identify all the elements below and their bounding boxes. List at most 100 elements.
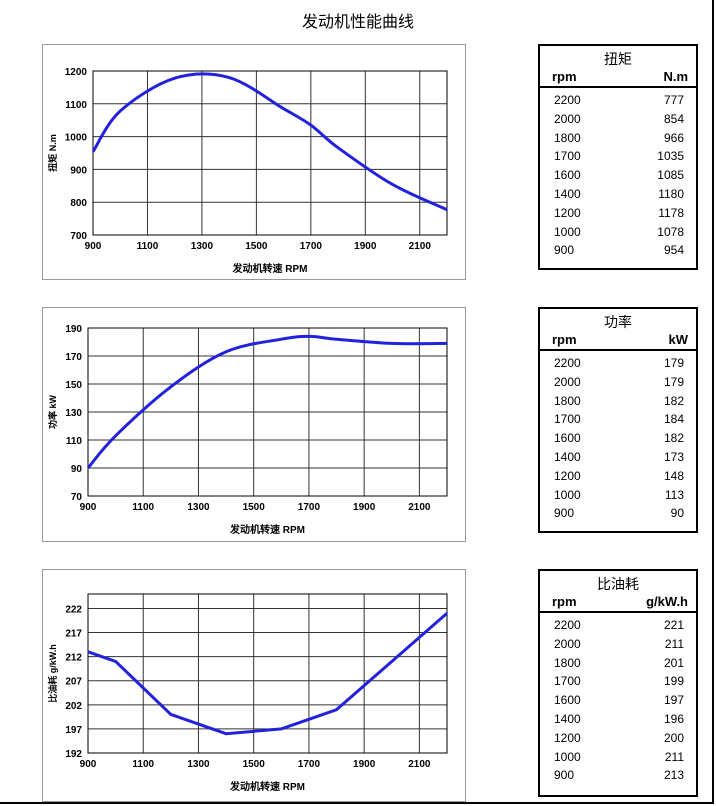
rpm-cell: 2200 (554, 93, 581, 107)
x-tick-label: 1900 (354, 241, 377, 252)
value-cell: 113 (664, 487, 684, 502)
value-cell: 179 (663, 374, 684, 389)
table-title: 功率 (604, 314, 632, 330)
value-cell: 854 (663, 111, 684, 126)
power-table: 功率 rpm kW 2200 179 2000 179 1800 182 1700 184 1600… (538, 307, 698, 533)
value-cell: 221 (663, 618, 684, 632)
table-row: 1200 1178 (540, 204, 696, 223)
torque-table: 扭矩 rpm N.m 2200 777 2000 854 1800 966 1700 1035 16… (538, 44, 698, 270)
x-tick-label: 1900 (353, 502, 376, 513)
chart-svg: 900 1100 1300 1500 1700 1900 2100 70 90 110 130 150… (47, 324, 448, 536)
rpm-cell: 1400 (554, 711, 581, 726)
y-axis-label: 比油耗 g/kW.h (47, 644, 58, 703)
power-chart: 900 1100 1300 1500 1700 1900 2100 70 90 110 130 150… (42, 307, 466, 542)
value-cell: 200 (663, 730, 684, 745)
col-unit: g/kW.h (646, 594, 688, 609)
table-row: 1700 199 (540, 672, 696, 691)
y-tick-label: 190 (65, 324, 82, 335)
x-tick-label: 1500 (243, 502, 266, 513)
series-line (91, 72, 448, 212)
rpm-cell: 1000 (554, 749, 581, 764)
x-tick-label: 1300 (187, 759, 210, 770)
rpm-cell: 1600 (554, 431, 581, 446)
rpm-cell: 1000 (554, 224, 581, 239)
col-rpm: rpm (552, 69, 577, 84)
rpm-cell: 900 (554, 768, 575, 783)
y-axis-label: 功率 kW (47, 395, 58, 430)
value-cell: 966 (663, 130, 684, 145)
table-row: 2200 221 (540, 616, 696, 635)
value-cell: 1178 (658, 205, 684, 220)
y-tick-label: 700 (70, 231, 87, 242)
x-tick-label: 1500 (245, 241, 268, 252)
col-rpm: rpm (552, 332, 577, 347)
x-tick-label: 1100 (132, 502, 154, 513)
value-cell: 173 (663, 449, 684, 464)
torque-chart: 900 1100 1300 1500 1700 1900 2100 700 800 900 1000… (42, 44, 466, 280)
rpm-cell: 1600 (554, 693, 581, 708)
y-axis-label: 扭矩 N.m (47, 134, 58, 172)
value-cell: 201 (663, 655, 684, 670)
value-cell: 199 (663, 674, 684, 689)
table-row: 1600 182 (540, 429, 696, 448)
plot-area (87, 327, 448, 497)
y-tick-label: 170 (65, 352, 82, 363)
rpm-cell: 1000 (554, 487, 581, 502)
value-cell: 197 (663, 693, 684, 708)
y-tick-label: 212 (65, 653, 82, 664)
value-cell: 1085 (657, 168, 684, 183)
rpm-cell: 1800 (554, 393, 581, 408)
table-row: 1400 173 (540, 448, 696, 467)
table-row: 1600 1085 (540, 166, 696, 185)
chart-svg: 900 1100 1300 1500 1700 1900 2100 192 197 202 207 2… (47, 593, 448, 793)
table-row: 1000 113 (540, 486, 696, 505)
rpm-cell: 1600 (554, 168, 581, 183)
y-tick-label: 202 (65, 701, 82, 712)
table-row: 1400 196 (540, 710, 696, 729)
table-header: rpm N.m (540, 69, 696, 88)
rpm-cell: 1200 (554, 468, 581, 483)
y-tick-label: 900 (70, 165, 87, 176)
table-row: 900 213 (540, 766, 696, 785)
y-tick-label: 1000 (65, 133, 88, 144)
y-tick-label: 90 (71, 464, 83, 475)
plot-area (92, 70, 448, 236)
table-title: 比油耗 (597, 576, 639, 592)
x-tick-label: 900 (80, 759, 97, 770)
y-tick-label: 1200 (65, 67, 88, 78)
table-row: 2000 854 (540, 110, 696, 129)
page-title: 发动机性能曲线 (301, 14, 414, 31)
table-title: 扭矩 (604, 51, 632, 67)
x-tick-label: 1300 (191, 241, 214, 252)
x-tick-label: 900 (80, 502, 97, 513)
y-tick-label: 222 (65, 604, 82, 615)
x-tick-label: 1700 (300, 241, 323, 252)
chart-svg: 900 1100 1300 1500 1700 1900 2100 700 800 900 1000… (47, 67, 448, 275)
rpm-cell: 900 (554, 506, 575, 521)
x-tick-label: 1700 (298, 502, 321, 513)
rpm-cell: 1400 (554, 449, 581, 464)
table-header: rpm g/kW.h (540, 594, 696, 613)
x-tick-label: 1500 (243, 759, 266, 770)
y-tick-label: 197 (65, 725, 82, 736)
rpm-cell: 1700 (554, 149, 581, 164)
value-cell: 777 (663, 93, 684, 107)
x-axis-label: 发动机转速 RPM (232, 262, 308, 275)
table-row: 1800 201 (540, 654, 696, 673)
x-tick-label: 1100 (132, 759, 154, 770)
value-cell: 90 (670, 506, 684, 521)
table-row: 1400 1180 (540, 185, 696, 204)
rpm-cell: 2000 (554, 636, 581, 651)
value-cell: 182 (663, 431, 684, 446)
x-tick-label: 1900 (353, 759, 376, 770)
table-row: 1200 148 (540, 467, 696, 486)
value-cell: 179 (663, 356, 684, 370)
value-cell: 182 (663, 393, 684, 408)
value-cell: 1078 (657, 224, 684, 239)
rpm-cell: 1200 (554, 205, 581, 220)
table-row: 2000 211 (540, 635, 696, 654)
value-cell: 213 (663, 768, 684, 783)
x-tick-label: 1300 (187, 502, 210, 513)
value-cell: 1180 (658, 186, 684, 201)
